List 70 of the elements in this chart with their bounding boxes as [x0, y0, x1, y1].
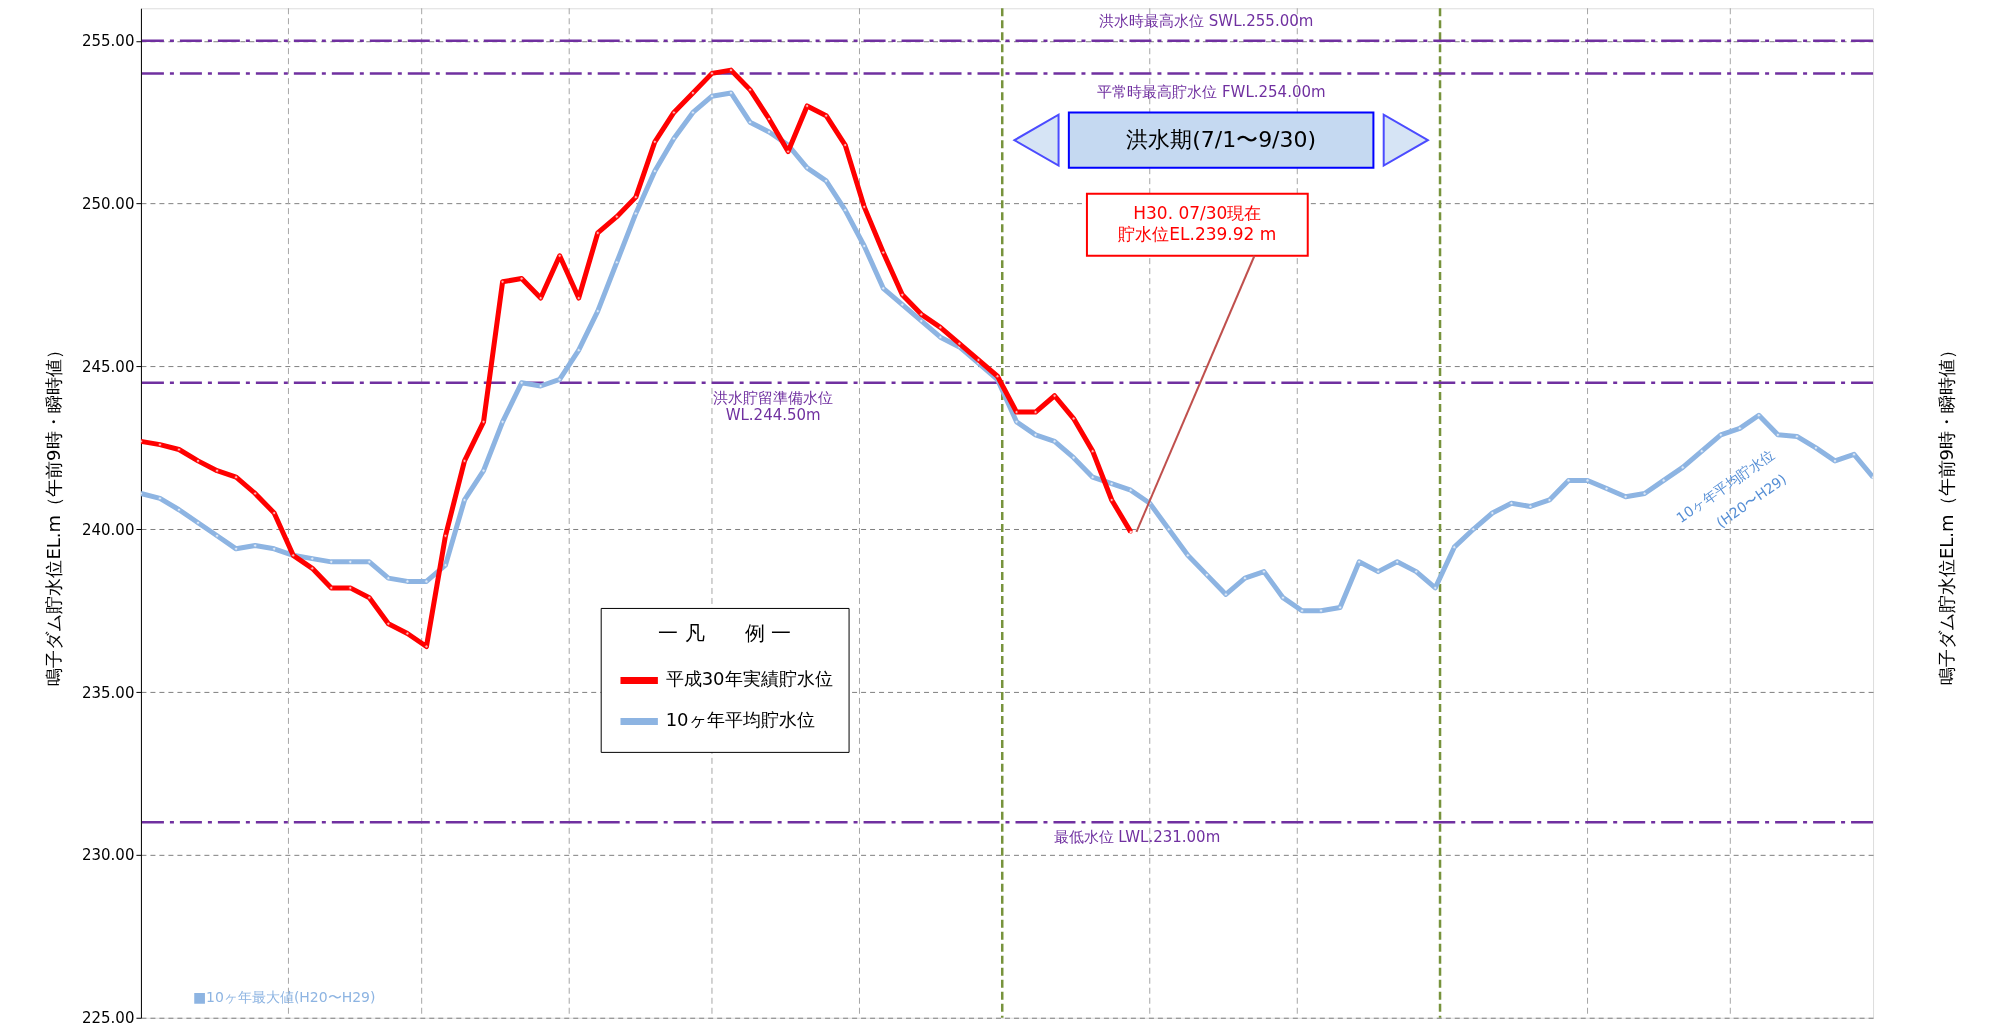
point [786, 149, 791, 154]
point [614, 214, 619, 219]
point [310, 566, 315, 571]
point [557, 253, 562, 258]
ref-line-label: 洪水時最高水位 SWL.255.00m [1099, 11, 1314, 30]
y-axis-title: 鳴子ダム貯水位EL.m（午前9時・瞬時値） [42, 341, 64, 686]
point [767, 116, 772, 121]
point [1109, 498, 1114, 502]
point [272, 511, 277, 515]
point [881, 250, 886, 255]
point [500, 279, 505, 284]
point [824, 113, 829, 118]
y-tick-label: 230.00 [82, 846, 135, 865]
point [671, 110, 676, 115]
y-tick-label: 255.00 [82, 32, 135, 51]
point [405, 631, 410, 636]
point [805, 103, 810, 108]
point [576, 296, 581, 301]
point [900, 292, 905, 297]
point [348, 585, 353, 590]
point [253, 491, 258, 496]
point [538, 296, 543, 301]
y-tick-label: 250.00 [82, 195, 135, 214]
legend-label: 平成30年実績貯水位 [665, 668, 833, 690]
point [595, 230, 600, 235]
ref-line-label: 平常時最高貯水位 FWL.254.00m [1097, 83, 1326, 102]
point [1033, 410, 1038, 415]
point [633, 195, 638, 200]
point [1014, 410, 1019, 415]
point [462, 458, 467, 463]
ref-line-label: 洪水貯留準備水位 WL.244.50m [713, 388, 834, 424]
point [215, 468, 220, 473]
y-tick-label: 235.00 [82, 683, 135, 702]
annotation: 貯水位EL.239.92 m [1118, 223, 1277, 244]
point [443, 533, 448, 538]
point [367, 595, 372, 600]
point [976, 357, 981, 362]
point [196, 458, 201, 463]
point [519, 276, 524, 281]
point [177, 447, 181, 452]
point [1090, 449, 1095, 454]
point [652, 139, 657, 144]
point [481, 419, 486, 424]
y-tick-label: 245.00 [82, 357, 135, 376]
annotation: 洪水期(7/1〜9/30) [1126, 127, 1317, 153]
point [709, 71, 714, 76]
point [1071, 416, 1076, 421]
point [729, 68, 733, 73]
point [1052, 393, 1057, 398]
point [862, 204, 867, 209]
legend-title: 一 凡 例 一 [658, 620, 791, 645]
legend-label: 10ヶ年平均貯水位 [665, 709, 815, 731]
point [843, 143, 848, 147]
point [748, 87, 753, 92]
point [938, 325, 943, 330]
point [1128, 529, 1133, 534]
point [234, 475, 239, 480]
annotation: H30. 07/30現在 [1133, 202, 1262, 223]
annotation: ■10ヶ年最大値(H20〜H29) [192, 988, 376, 1005]
y2-axis-title: 鳴子ダム貯水位EL.m（午前9時・瞬時値） [1936, 340, 1958, 686]
point [329, 585, 334, 590]
point [157, 442, 162, 447]
point [140, 439, 143, 444]
point [386, 621, 391, 626]
y-tick-label: 240.00 [82, 520, 135, 539]
point [919, 312, 924, 317]
point [690, 90, 695, 95]
y-tick-label: 225.00 [82, 1009, 135, 1025]
ref-line-label: 最低水位 LWL.231.00m [1053, 828, 1221, 847]
point [424, 644, 429, 649]
